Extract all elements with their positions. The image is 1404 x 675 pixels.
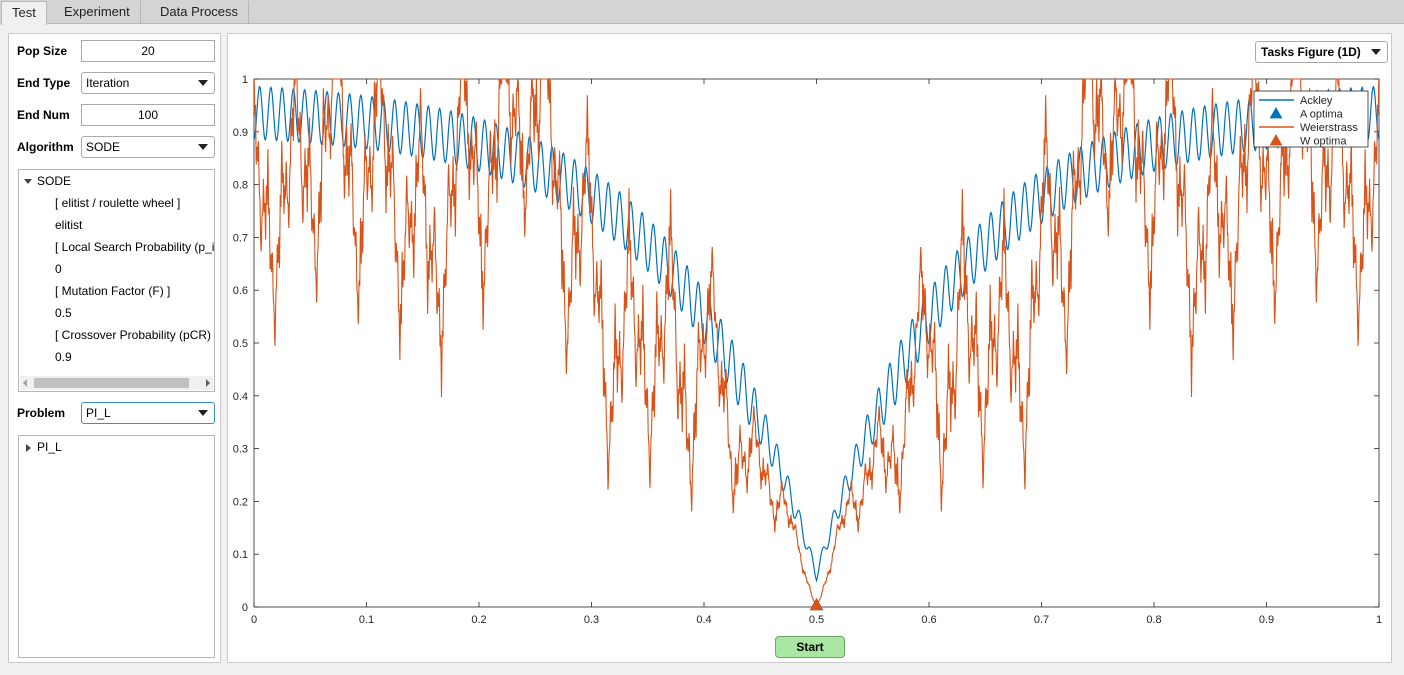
- chevron-down-icon: [198, 144, 208, 150]
- tab-data-process[interactable]: Data Process: [150, 1, 250, 24]
- x-tick-label: 0.1: [359, 614, 374, 626]
- x-tick-label: 0.5: [809, 614, 824, 626]
- tab-data-process-label: Data Process: [160, 4, 239, 19]
- algorithm-value: SODE: [86, 140, 121, 154]
- y-tick-label: 0.4: [233, 391, 248, 403]
- figure-panel: Tasks Figure (1D) 0 0.1 0.2 0.3 0.4 0.5 0.6 0.7…: [227, 33, 1392, 663]
- legend-w-optima-swatch: [1269, 133, 1283, 146]
- tree-node-root[interactable]: PI_L: [37, 440, 62, 454]
- tree-node-param[interactable]: [ Crossover Probability (pCR) ]: [55, 328, 215, 342]
- y-tick-label: 0.3: [233, 444, 248, 456]
- end-num-label: End Num: [17, 108, 70, 122]
- plot-area: [253, 78, 1380, 608]
- end-type-value: Iteration: [86, 76, 130, 90]
- legend-weierstrass-label: Weierstrass: [1300, 122, 1358, 134]
- y-tick-label: 1: [242, 74, 248, 86]
- tab-experiment[interactable]: Experiment: [54, 1, 141, 24]
- x-tick-label: 0.7: [1034, 614, 1049, 626]
- y-tick-label: 0.1: [233, 549, 248, 561]
- settings-panel: Pop Size 20 End Type Iteration End Num 1…: [8, 33, 221, 663]
- figure-type-value: Tasks Figure (1D): [1261, 45, 1361, 59]
- tab-experiment-label: Experiment: [64, 4, 130, 19]
- end-type-dropdown[interactable]: Iteration: [81, 72, 215, 94]
- x-tick-label: 0.6: [921, 614, 936, 626]
- tab-test[interactable]: Test: [1, 1, 47, 25]
- scroll-right-icon[interactable]: [206, 379, 210, 387]
- tree-node-param[interactable]: [ Local Search Probability (p_il) ]: [55, 240, 215, 254]
- y-tick-label: 0.7: [233, 232, 248, 244]
- chevron-down-icon: [198, 410, 208, 416]
- tree-node-value[interactable]: elitist: [55, 218, 83, 232]
- tab-test-label: Test: [12, 5, 36, 20]
- problem-dropdown[interactable]: PI_L: [81, 402, 215, 424]
- end-num-input[interactable]: 100: [81, 104, 215, 126]
- y-tick-label: 0.9: [233, 127, 248, 139]
- horizontal-scrollbar[interactable]: [20, 376, 213, 390]
- pop-size-input[interactable]: 20: [81, 40, 215, 62]
- problem-tree[interactable]: PI_L: [18, 435, 215, 658]
- tree-collapse-icon[interactable]: [26, 444, 31, 452]
- problem-label: Problem: [17, 406, 66, 420]
- x-tick-label: 1: [1376, 614, 1382, 626]
- tree-expand-icon[interactable]: [24, 179, 32, 184]
- figure-type-dropdown[interactable]: Tasks Figure (1D): [1255, 41, 1388, 63]
- y-tick-label: 0.5: [233, 338, 248, 350]
- legend-w-optima-label: W optima: [1300, 136, 1347, 148]
- x-tick-label: 0.9: [1259, 614, 1274, 626]
- tab-bar: Test Experiment Data Process: [0, 0, 1404, 25]
- tasks-chart: 0 0.1 0.2 0.3 0.4 0.5 0.6 0.7 0.8 0.9 1 0 0.1 0.2 0.3 0…: [233, 74, 1382, 626]
- tree-node-root[interactable]: SODE: [37, 174, 72, 188]
- tree-node-value[interactable]: 0.9: [55, 350, 72, 364]
- y-tick-label: 0.8: [233, 180, 248, 192]
- tree-node-param[interactable]: [ Mutation Factor (F) ]: [55, 284, 171, 298]
- algorithm-label: Algorithm: [17, 140, 74, 154]
- problem-value: PI_L: [86, 406, 111, 420]
- scroll-left-icon[interactable]: [23, 379, 27, 387]
- y-tick-label: 0.6: [233, 285, 248, 297]
- y-tick-label: 0.2: [233, 496, 248, 508]
- start-button[interactable]: Start: [775, 636, 845, 658]
- end-type-label: End Type: [17, 76, 71, 90]
- algorithm-dropdown[interactable]: SODE: [81, 136, 215, 158]
- x-tick-label: 0.4: [696, 614, 711, 626]
- pop-size-label: Pop Size: [17, 44, 68, 58]
- chevron-down-icon: [1371, 49, 1381, 55]
- tree-node-value[interactable]: 0.5: [55, 306, 72, 320]
- legend-a-optima-swatch: [1269, 106, 1283, 119]
- x-tick-label: 0.2: [471, 614, 486, 626]
- y-tick-label: 0: [242, 602, 248, 614]
- x-tick-label: 0.8: [1146, 614, 1161, 626]
- tree-node-value[interactable]: 0: [55, 262, 62, 276]
- scrollbar-thumb[interactable]: [34, 378, 189, 388]
- tree-node-param[interactable]: [ elitist / roulette wheel ]: [55, 196, 181, 210]
- legend-a-optima-label: A optima: [1300, 109, 1344, 121]
- x-tick-label: 0.3: [584, 614, 599, 626]
- chevron-down-icon: [198, 80, 208, 86]
- weierstrass-optima-marker: [809, 597, 824, 611]
- x-tick-label: 0: [251, 614, 257, 626]
- ackley-line: [254, 85, 1379, 583]
- legend-ackley-label: Ackley: [1300, 95, 1333, 107]
- algorithm-params-tree[interactable]: SODE [ elitist / roulette wheel ] elitis…: [18, 169, 215, 392]
